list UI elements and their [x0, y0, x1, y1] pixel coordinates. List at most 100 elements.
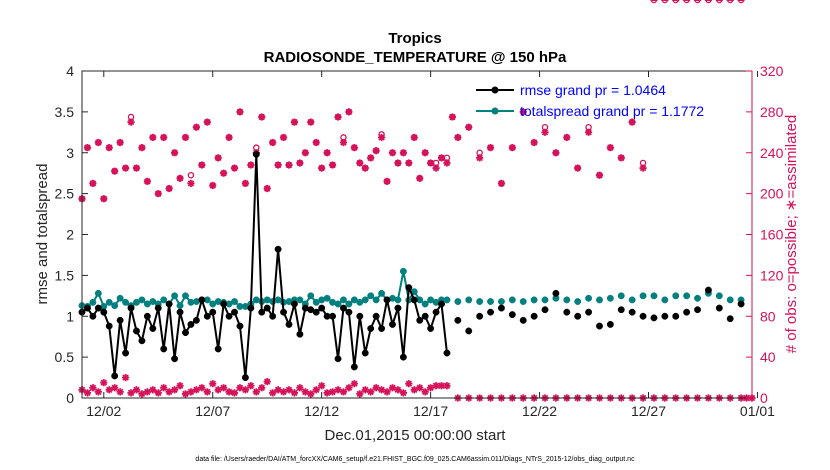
star-stroke: [307, 390, 315, 398]
obs-low-point: [132, 386, 141, 394]
obs-low-point: [339, 388, 348, 396]
spread-point: [231, 298, 238, 305]
obs-low-point: [399, 389, 407, 397]
rmse-point: [285, 320, 293, 328]
obs-assimilated-point: [394, 159, 402, 167]
x-tick-label: 12/07: [195, 403, 230, 419]
spread-point: [361, 296, 369, 304]
obs-possible-point: [737, 0, 745, 4]
star-stroke: [214, 386, 222, 394]
obs-low-point: [421, 388, 429, 396]
star-stroke: [449, 113, 456, 121]
rmse-point: [410, 296, 418, 304]
star-stroke: [133, 386, 140, 394]
star-stroke: [618, 154, 625, 162]
obs-possible-point: [661, 0, 669, 4]
star-stroke: [280, 388, 287, 396]
star-stroke: [421, 149, 429, 156]
obs-low-point: [323, 389, 331, 397]
obs-possible-point: [650, 0, 658, 4]
rmse-point: [530, 312, 538, 320]
star-stroke: [274, 161, 282, 169]
obs-possible-point: [187, 171, 195, 179]
obs-assimilated-point: [399, 149, 407, 157]
star-stroke: [367, 154, 374, 162]
spread-point: [465, 296, 473, 304]
obs-assimilated-point: [617, 154, 625, 162]
obs-assimilated-point: [334, 113, 342, 121]
star-stroke: [498, 180, 505, 187]
obs-low-point: [236, 384, 244, 392]
y-left-tick-label: 1: [66, 308, 74, 324]
y-right-tick-label: 120: [760, 267, 784, 283]
obs-assimilated-point: [154, 190, 162, 198]
rmse-point: [476, 312, 484, 320]
spread-point: [650, 292, 658, 300]
obs-low-point: [252, 388, 260, 396]
star-stroke: [302, 149, 309, 156]
rmse-point: [225, 312, 233, 320]
star-stroke: [628, 118, 636, 126]
obs-low-point: [203, 388, 211, 396]
rmse-point: [508, 311, 516, 319]
y-right-tick-label: 200: [760, 186, 784, 202]
obs-low-point: [405, 380, 413, 388]
star-stroke: [296, 384, 304, 392]
star-stroke: [323, 149, 331, 156]
rmse-point: [89, 312, 97, 320]
spread-point: [606, 294, 614, 302]
obs-assimilated-point: [127, 118, 135, 126]
obs-low-point: [241, 386, 250, 394]
legend-label-rmse: rmse grand pr = 1.0464: [520, 82, 666, 98]
footnote: data file: /Users/raeder/DAI/ATM_forcXX/…: [195, 456, 635, 463]
obs-low-point: [176, 382, 184, 390]
star-stroke: [345, 108, 353, 116]
obs-assimilated-point: [83, 144, 92, 152]
spread-point: [454, 298, 462, 305]
star-stroke: [225, 134, 233, 141]
star-stroke: [263, 378, 271, 385]
star-stroke: [106, 386, 113, 394]
rmse-point: [563, 308, 571, 316]
x-tick-label: 12/17: [413, 403, 448, 419]
y-right-tick-label: 320: [760, 63, 784, 79]
star-stroke: [400, 149, 407, 156]
y-right-tick-label: 280: [760, 104, 784, 120]
obs-possible-point: [716, 0, 723, 4]
star-stroke: [89, 384, 97, 392]
obs-low-point: [367, 388, 375, 396]
rmse-point: [639, 312, 647, 320]
obs-possible-point: [672, 0, 679, 4]
spread-point: [476, 298, 484, 305]
obs-assimilated-point: [410, 133, 418, 142]
plot-area: [82, 71, 752, 398]
y-right-tick-label: 0: [760, 390, 768, 406]
obs-assimilated-point: [361, 164, 369, 172]
star-stroke: [122, 374, 129, 381]
star-stroke: [165, 388, 173, 396]
star-stroke: [187, 388, 195, 396]
star-stroke: [258, 113, 265, 121]
star-stroke: [312, 386, 320, 394]
rmse-point: [617, 306, 625, 314]
rmse-point: [263, 304, 271, 312]
star-stroke: [209, 182, 216, 189]
star-stroke: [95, 139, 102, 146]
star-stroke: [263, 185, 271, 192]
star-stroke: [318, 164, 325, 172]
obs-assimilated-point: [143, 177, 151, 185]
obs-assimilated-point: [307, 118, 315, 126]
star-stroke: [372, 147, 380, 154]
spread-point: [307, 292, 315, 300]
star-stroke: [149, 386, 157, 394]
star-stroke: [84, 144, 91, 151]
star-stroke: [563, 134, 571, 141]
star-stroke: [198, 161, 206, 169]
spread-point: [399, 267, 407, 275]
star-stroke: [340, 139, 347, 146]
rmse-point: [672, 312, 680, 320]
star-stroke: [127, 118, 135, 126]
obs-assimilated-point: [563, 133, 571, 142]
x-axis-ticks: 12/02 12/07 12/12 12/17 12/22 12/27 01/01: [86, 71, 775, 419]
obs-assimilated-point: [192, 123, 200, 131]
